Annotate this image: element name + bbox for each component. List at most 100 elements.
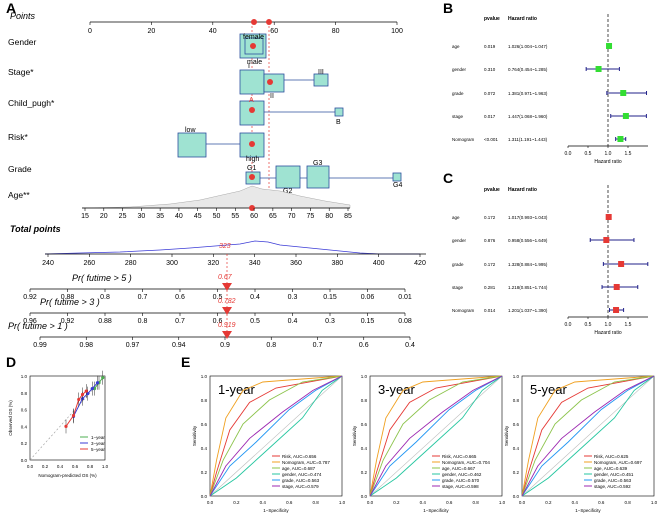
total-tick-label: 360 (290, 260, 302, 267)
roc-legend-label: grade, AUC=0.570 (442, 478, 480, 483)
age-tick-label: 20 (100, 213, 108, 220)
forest-row-hr: 1.447(1.068~1.960) (508, 114, 548, 119)
roc-legend-label: Nomogram, AUC=0.704 (442, 460, 490, 465)
calibration-point (80, 392, 85, 397)
calibration-point (95, 381, 100, 385)
prediction-marker (222, 283, 232, 291)
age-tick-label: 30 (137, 213, 145, 220)
total-tick-label: 280 (125, 260, 137, 267)
row-label-grade: Grade (8, 164, 32, 174)
points-tick-label: 0 (88, 28, 92, 35)
prediction-tick-label: 0.5 (213, 294, 223, 301)
grade-g4-label: G4 (393, 182, 402, 189)
age-tick-label: 25 (119, 213, 127, 220)
forest-row-name: age (452, 215, 460, 220)
roc-diagonal (209, 375, 343, 497)
forest-row-name: age (452, 44, 460, 49)
total-tick-label: 420 (414, 260, 426, 267)
grade-g2-label: G2 (283, 188, 292, 195)
prediction-tick-label: 0.15 (323, 294, 337, 301)
total-tick-label: 400 (373, 260, 385, 267)
prediction-label: Pr( futime > 1 ) (8, 321, 68, 331)
forest-estimate (613, 307, 620, 313)
roc-ytick: 0.0 (513, 494, 520, 499)
forest-row-name: grade (452, 262, 464, 267)
total-tick-label: 340 (249, 260, 261, 267)
child-pugh-box-b (334, 107, 344, 117)
prediction-tick-label: 0.96 (23, 318, 37, 325)
gender-point (250, 43, 256, 49)
roc-xtick: 0.8 (624, 500, 631, 505)
forest-tick-label: 1.0 (605, 151, 612, 157)
forest-row-hr: 1.311(1.191~1.443) (508, 137, 548, 142)
prediction-tick-label: 0.6 (175, 294, 185, 301)
calibration-point (92, 387, 97, 391)
calibration-series (65, 390, 87, 427)
forest-row-hr: 1.201(1.037~1.390) (508, 308, 548, 313)
total-points-label: Total points (10, 224, 61, 234)
forest-row-hr: 1.218(0.851~1.744) (508, 285, 548, 290)
roc-curve (209, 375, 343, 497)
prediction-tick-label: 0.06 (361, 294, 375, 301)
prediction-tick-label: 0.88 (98, 318, 112, 325)
calibration-ytick: 0.0 (21, 458, 28, 463)
roc-legend-label: Risk, AUC=0.656 (282, 454, 317, 459)
roc-title: 1-year (218, 382, 256, 397)
forest-tick-label: 1.0 (605, 322, 612, 328)
roc-ytick: 0.4 (361, 446, 368, 451)
roc-ytick: 0.2 (513, 470, 520, 475)
total-tick-label: 300 (166, 260, 178, 267)
roc-curve (209, 375, 343, 497)
prediction-tick-label: 0.7 (175, 318, 185, 325)
forest-estimate (605, 214, 612, 220)
roc-ytick: 0.2 (201, 470, 208, 475)
points-tick-label: 20 (148, 28, 156, 35)
forest-row-name: stage (452, 114, 464, 119)
roc-xtick: 0.4 (420, 500, 427, 505)
prediction-tick-label: 0.98 (79, 342, 93, 349)
prediction-tick-label: 0.6 (359, 342, 369, 349)
calibration-ytick: 0.8 (21, 391, 28, 396)
roc-legend-label: grade, AUC=0.563 (594, 478, 632, 483)
calibration-point (101, 376, 105, 380)
stage-point (267, 79, 273, 85)
roc-legend-label: age, AUC=0.687 (282, 466, 316, 471)
age-tick-label: 60 (250, 213, 258, 220)
roc-xtick: 0.2 (233, 500, 240, 505)
prediction-value: 0.782 (218, 298, 236, 305)
roc-ylabel: Sensitivity (504, 425, 509, 446)
panel-label-b: B (443, 0, 453, 16)
calibration-ytick: 0.2 (21, 441, 28, 446)
forest-tick-label: 1.5 (625, 151, 632, 157)
roc-xtick: 0.6 (598, 500, 605, 505)
calibration-legend-label: 5−year (91, 447, 105, 452)
roc-curve (369, 375, 503, 497)
calibration-xlabel: Nomogram-predicted OS (%) (38, 473, 97, 478)
prediction-tick-label: 0.99 (33, 342, 47, 349)
forest-row-pvalue: 0.172 (484, 215, 496, 220)
nomogram-panel: A Points 0 20 40 60 80 100 Gender female male… (6, 0, 426, 349)
roc-legend-label: stage, AUC=0.579 (282, 484, 319, 489)
roc-title: 3-year (378, 382, 416, 397)
roc-curve (521, 375, 655, 497)
roc-ytick: 0.4 (513, 446, 520, 451)
forest-tick-label: 0.5 (585, 151, 592, 157)
calibration-point (64, 424, 68, 428)
roc-xtick: 0.8 (312, 500, 319, 505)
prediction-tick-label: 0.94 (172, 342, 186, 349)
forest-tick-label: 0.5 (585, 322, 592, 328)
roc-ytick: 1.0 (513, 374, 520, 379)
panel-label-a: A (6, 0, 16, 16)
forest-estimate (618, 261, 625, 267)
age-density (81, 185, 351, 209)
forest-tick-label: 1.5 (625, 322, 632, 328)
stage-iii-label: III (318, 69, 324, 76)
age-tick-label: 50 (213, 213, 221, 220)
roc-ytick: 0.6 (513, 422, 520, 427)
prediction-tick-label: 0.92 (23, 294, 37, 301)
roc-xlabel: 1−Specificity (423, 508, 449, 513)
calibration-xtick: 1.0 (102, 464, 109, 469)
forest-row-pvalue: 0.172 (484, 262, 496, 267)
forest-panel-b: B pvalue Hazard ratio age 0.019 1.026(1.004~… (443, 0, 648, 165)
points-tick-label: 40 (209, 28, 217, 35)
